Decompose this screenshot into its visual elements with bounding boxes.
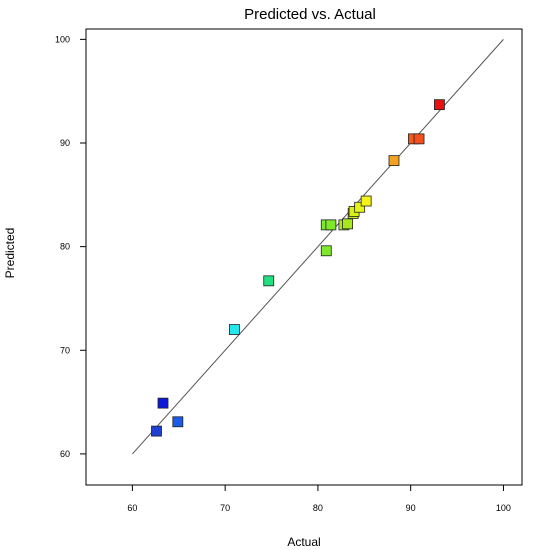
data-point — [325, 219, 337, 231]
data-points — [151, 99, 445, 437]
data-point — [354, 201, 366, 213]
data-point — [434, 99, 445, 111]
x-tick-label: 100 — [496, 503, 511, 513]
y-axis-label: Predicted — [3, 228, 17, 279]
plot-frame — [85, 28, 523, 486]
y-tick-label: 70 — [60, 345, 70, 355]
data-point — [320, 245, 332, 257]
x-tick-label: 80 — [313, 503, 323, 513]
chart-title: Predicted vs. Actual — [244, 6, 376, 23]
y-tick-label: 60 — [60, 449, 70, 459]
x-axis-label: Actual — [287, 535, 320, 549]
data-point — [157, 397, 169, 409]
x-axis-ticks: 60 70 80 90 100 — [127, 485, 511, 513]
reference-line-group — [132, 39, 504, 455]
y-tick-label: 100 — [55, 34, 70, 44]
data-point — [360, 195, 372, 207]
reference-line — [132, 39, 504, 455]
y-tick-label: 80 — [60, 242, 70, 252]
y-axis-ticks: 60 70 80 90 100 — [55, 34, 86, 459]
data-point — [151, 425, 162, 437]
data-point — [263, 275, 275, 287]
data-point — [229, 324, 240, 335]
x-tick-label: 60 — [127, 503, 137, 513]
x-tick-label: 90 — [406, 503, 416, 513]
data-point — [172, 416, 184, 428]
data-point — [342, 218, 354, 230]
y-tick-label: 90 — [60, 138, 70, 148]
data-point — [413, 133, 425, 145]
x-tick-label: 70 — [220, 503, 230, 513]
data-point — [388, 155, 400, 167]
y-axis-label-group: Predicted — [3, 228, 17, 279]
